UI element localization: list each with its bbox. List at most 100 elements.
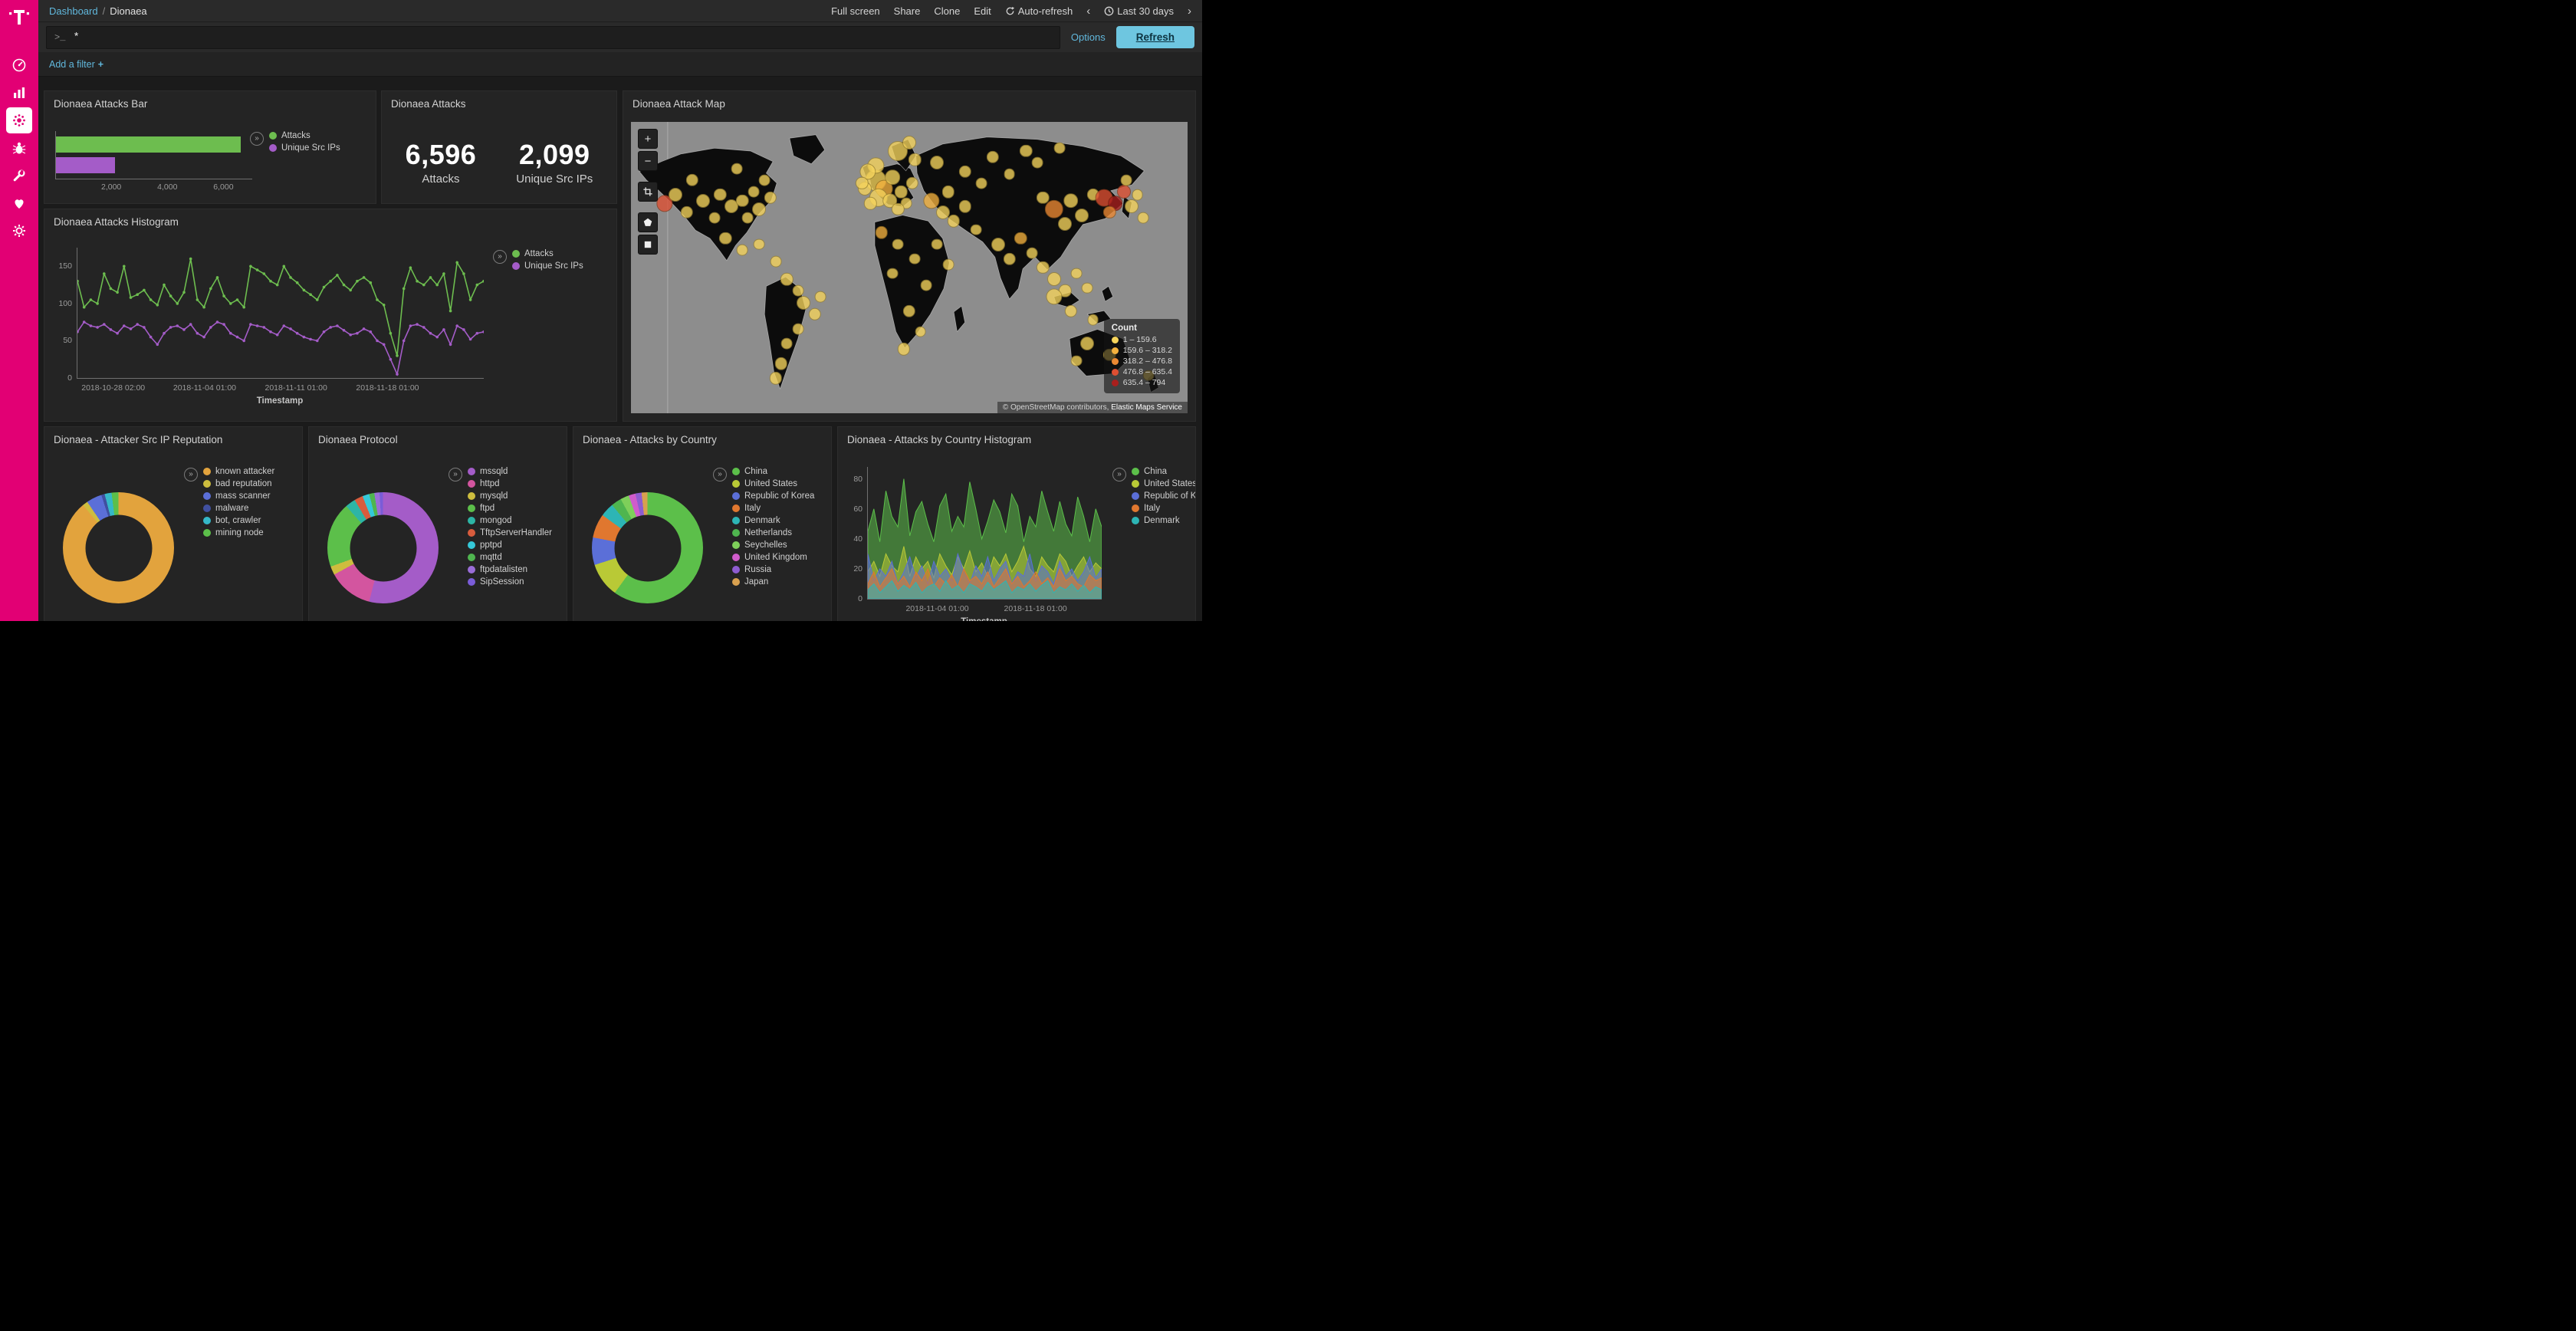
attack-bubble[interactable] <box>1075 208 1089 222</box>
legend-item[interactable]: 159.6 – 318.2 <box>1111 346 1172 355</box>
attack-bubble[interactable] <box>1014 232 1027 245</box>
attack-bubble[interactable] <box>1116 185 1131 199</box>
legend-item[interactable]: Republic of Korea <box>732 491 814 501</box>
legend-item[interactable]: Italy <box>1132 504 1195 513</box>
donut-chart[interactable] <box>327 492 439 603</box>
attack-bubble[interactable] <box>958 165 971 178</box>
legend-item[interactable]: ftpd <box>468 504 552 513</box>
attack-bubble[interactable] <box>1103 205 1116 219</box>
full-screen-button[interactable]: Full screen <box>831 5 880 17</box>
legend-item[interactable]: 1 – 159.6 <box>1111 335 1172 344</box>
legend-item[interactable]: Unique Src IPs <box>269 143 340 153</box>
attack-bubble[interactable] <box>892 202 905 216</box>
legend-toggle-icon[interactable]: » <box>250 132 264 146</box>
attack-bubble[interactable] <box>764 191 777 204</box>
legend-toggle-icon[interactable]: » <box>449 468 462 481</box>
zoom-out-button[interactable]: − <box>638 151 658 171</box>
attack-bubble[interactable] <box>1046 288 1063 305</box>
legend-item[interactable]: mssqld <box>468 467 552 476</box>
attack-bubble[interactable] <box>808 307 821 320</box>
attack-bubble[interactable] <box>894 185 908 199</box>
attack-bubble[interactable] <box>1044 199 1063 219</box>
attack-bubble[interactable] <box>1132 189 1144 201</box>
add-filter-link[interactable]: Add a filter + <box>49 58 104 70</box>
attack-bubble[interactable] <box>1026 247 1038 259</box>
polygon-tool-button[interactable] <box>638 212 658 232</box>
edit-button[interactable]: Edit <box>974 5 991 17</box>
map-attribution-osm[interactable]: © OpenStreetMap contributors, <box>1002 403 1109 412</box>
query-value[interactable]: * <box>73 31 80 44</box>
rect-tool-button[interactable] <box>638 235 658 255</box>
attack-bubble[interactable] <box>680 205 693 219</box>
attack-bubble[interactable] <box>753 238 765 250</box>
attack-bubble[interactable] <box>719 232 732 245</box>
attack-bubble[interactable] <box>875 226 888 239</box>
time-back-chevron[interactable]: ‹ <box>1086 4 1091 18</box>
attack-bubble[interactable] <box>886 268 899 279</box>
attack-bubble[interactable] <box>1137 212 1149 224</box>
gauge-icon[interactable] <box>6 52 32 78</box>
attack-bubble[interactable] <box>656 195 673 212</box>
attack-bubble[interactable] <box>696 193 711 208</box>
attack-bubble[interactable] <box>735 194 749 207</box>
legend-item[interactable]: malware <box>203 504 274 513</box>
attack-bubble[interactable] <box>931 238 943 250</box>
attack-bubble[interactable] <box>991 237 1006 251</box>
legend-item[interactable]: Attacks <box>512 249 583 258</box>
attack-bubble[interactable] <box>792 323 804 335</box>
plot-area[interactable] <box>76 248 485 379</box>
attack-bubble[interactable] <box>905 176 918 189</box>
legend-item[interactable]: known attacker <box>203 467 274 476</box>
legend-item[interactable]: Japan <box>732 577 814 587</box>
legend-item[interactable]: Russia <box>732 565 814 574</box>
telekom-logo[interactable] <box>8 6 31 31</box>
attack-bubble[interactable] <box>935 205 950 219</box>
attack-map[interactable]: + − Count 1 – 159.6 159.6 – 318.2 318.2 – … <box>631 122 1188 413</box>
attack-bubble[interactable] <box>792 284 804 297</box>
bug-icon[interactable] <box>6 135 32 161</box>
attack-bubble[interactable] <box>1037 261 1050 274</box>
bar-chart-icon[interactable] <box>6 80 32 106</box>
legend-item[interactable]: pptpd <box>468 541 552 550</box>
bar-unique-src-ips[interactable] <box>56 157 115 173</box>
time-range-picker[interactable]: Last 30 days <box>1104 5 1174 17</box>
legend-item[interactable]: Republic of Korea <box>1132 491 1195 501</box>
attack-bubble[interactable] <box>958 199 971 213</box>
attack-bubble[interactable] <box>1125 199 1139 214</box>
bar-attacks[interactable] <box>56 136 242 153</box>
attack-bubble[interactable] <box>1020 144 1033 158</box>
attack-bubble[interactable] <box>780 337 793 350</box>
legend-item[interactable]: mass scanner <box>203 491 274 501</box>
legend-item[interactable]: Attacks <box>269 131 340 140</box>
legend-item[interactable]: TftpServerHandler <box>468 528 552 537</box>
time-forward-chevron[interactable]: › <box>1188 4 1191 18</box>
legend-item[interactable]: mqttd <box>468 553 552 562</box>
legend-toggle-icon[interactable]: » <box>713 468 727 481</box>
legend-item[interactable]: mining node <box>203 528 274 537</box>
donut-chart[interactable] <box>592 492 703 603</box>
legend-item[interactable]: Seychelles <box>732 541 814 550</box>
attack-bubble[interactable] <box>731 163 743 175</box>
options-link[interactable]: Options <box>1070 31 1106 43</box>
attack-bubble[interactable] <box>758 174 770 186</box>
attack-bubble[interactable] <box>970 224 982 235</box>
attack-bubble[interactable] <box>1087 314 1099 326</box>
attack-bubble[interactable] <box>1046 272 1061 287</box>
attack-bubble[interactable] <box>856 176 869 189</box>
legend-item[interactable]: mysqld <box>468 491 552 501</box>
attack-bubble[interactable] <box>941 185 955 199</box>
attack-bubble[interactable] <box>920 279 932 291</box>
attack-bubble[interactable] <box>1004 168 1016 180</box>
attack-bubble[interactable] <box>902 135 916 150</box>
legend-item[interactable]: China <box>1132 467 1195 476</box>
gear-icon[interactable] <box>6 218 32 244</box>
legend-item[interactable]: mongod <box>468 516 552 525</box>
legend-item[interactable]: Denmark <box>732 516 814 525</box>
attack-bubble[interactable] <box>897 343 910 356</box>
attack-bubble[interactable] <box>909 253 921 265</box>
attack-bubble[interactable] <box>713 188 727 202</box>
attack-bubble[interactable] <box>774 357 788 370</box>
legend-toggle-icon[interactable]: » <box>493 250 507 264</box>
attack-bubble[interactable] <box>975 177 987 189</box>
legend-item[interactable]: 318.2 – 476.8 <box>1111 357 1172 366</box>
